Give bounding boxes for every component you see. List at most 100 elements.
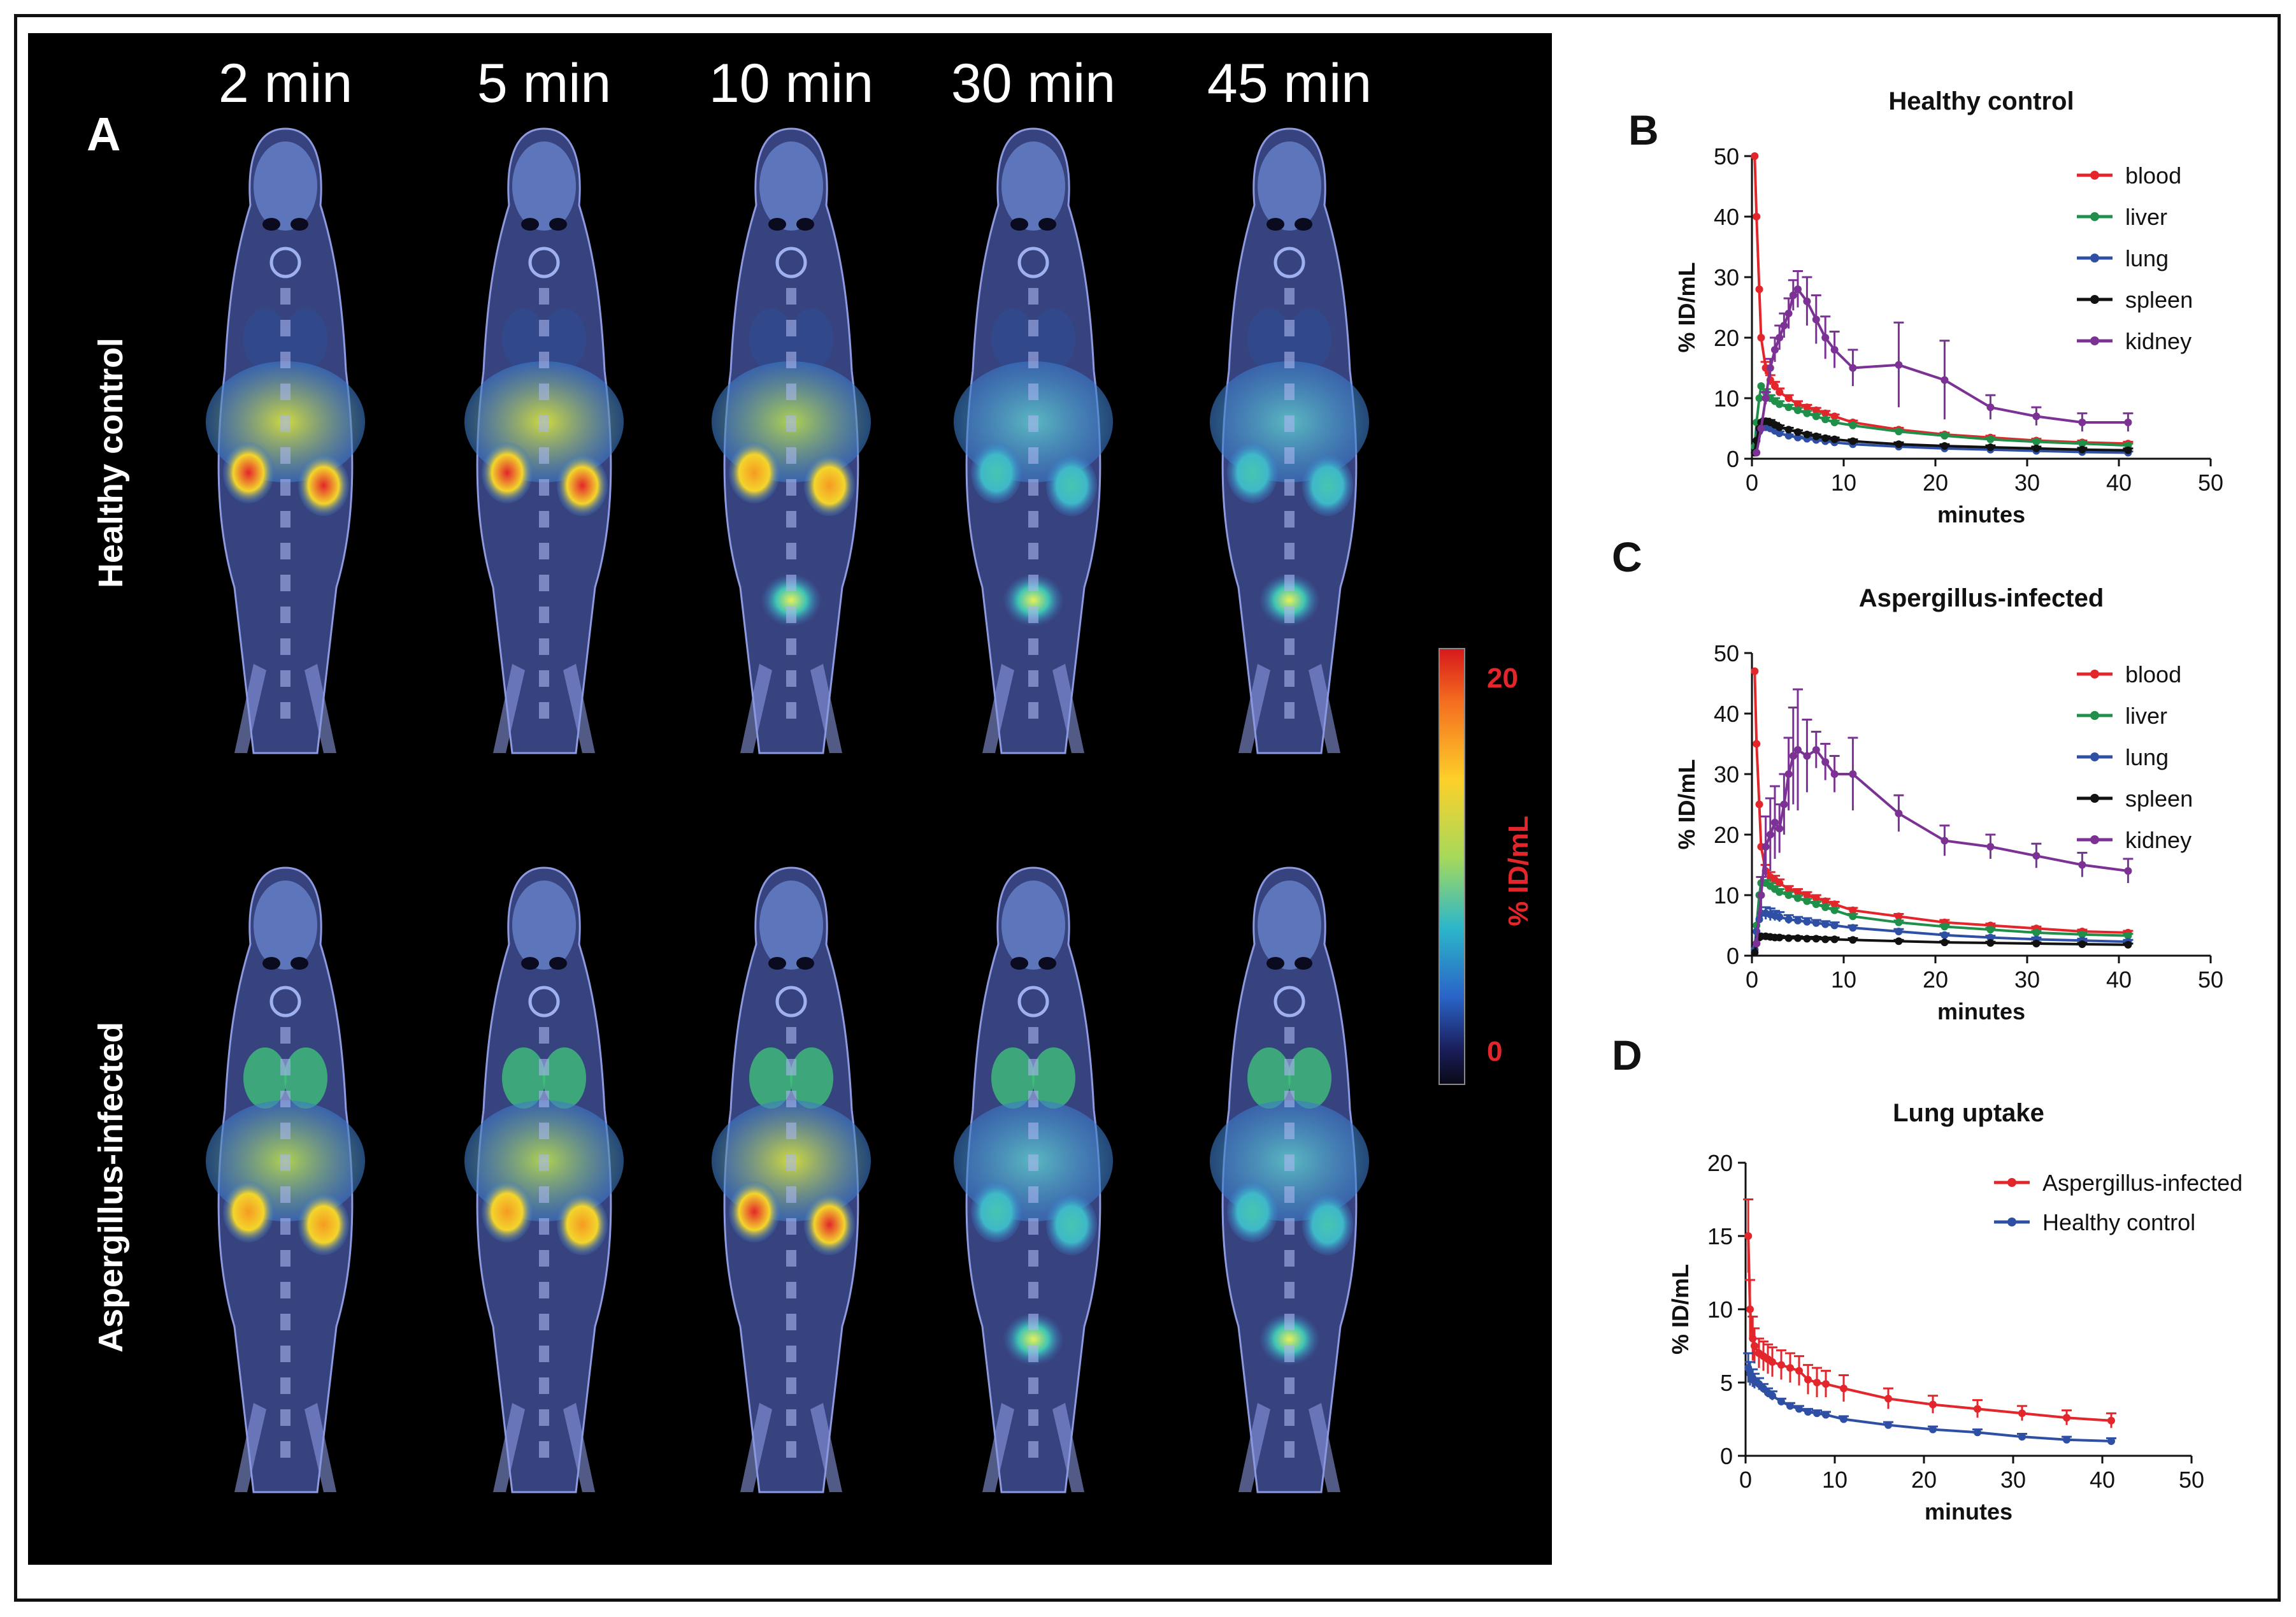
mouse-image (1210, 866, 1369, 1493)
data-point (1821, 334, 1830, 341)
x-tick-label: 0 (1746, 967, 1758, 993)
mouse-image (206, 866, 365, 1493)
data-point (1751, 152, 1759, 160)
legend-marker (2090, 711, 2099, 720)
time-label-2min: 2 min (218, 53, 353, 114)
data-point (1812, 412, 1820, 420)
x-tick-label: 40 (2106, 967, 2132, 993)
data-point (1803, 298, 1811, 305)
y-tick-label: 20 (1714, 325, 1739, 351)
data-point (1895, 809, 1903, 817)
legend-marker (2007, 1178, 2016, 1187)
data-point (1776, 913, 1784, 921)
data-point (1776, 933, 1784, 942)
data-point (2078, 861, 2086, 869)
series-line (1755, 287, 2128, 453)
data-point (1776, 423, 1784, 431)
mouse-image (464, 127, 624, 754)
legend-label: blood (2125, 162, 2181, 189)
y-tick-label: 20 (1714, 822, 1739, 848)
y-axis-label: % ID/mL (1674, 262, 1700, 352)
mouse-image (712, 866, 871, 1493)
x-tick-label: 20 (1911, 1467, 1937, 1493)
data-point (1803, 752, 1811, 760)
data-point (1789, 752, 1797, 760)
row-label-healthy: Healthy control (92, 337, 130, 588)
series-lung (1751, 423, 2134, 457)
y-tick-label: 15 (1707, 1223, 1733, 1249)
series-kidney (1753, 270, 2134, 457)
data-point (1803, 935, 1811, 943)
data-point (1884, 1421, 1892, 1429)
data-point (1830, 412, 1839, 420)
data-point (1986, 403, 1995, 412)
data-point (1784, 885, 1793, 893)
data-point (1769, 1358, 1776, 1366)
data-point (1830, 419, 1839, 426)
x-tick-label: 10 (1831, 470, 1856, 496)
time-label-10min: 10 min (708, 53, 874, 114)
series-spleen (1751, 932, 2134, 957)
data-point (1780, 800, 1788, 808)
data-point (1830, 770, 1839, 778)
x-tick-label: 0 (1746, 470, 1758, 496)
series-line (1753, 671, 2128, 934)
data-point (1803, 409, 1811, 417)
series-line (1755, 748, 2128, 944)
x-tick-label: 40 (2106, 470, 2132, 496)
data-point (1755, 285, 1763, 293)
y-tick-label: 10 (1707, 1297, 1733, 1323)
data-point (2107, 1437, 2115, 1445)
data-point (2107, 1416, 2115, 1425)
colorbar (1439, 648, 1465, 1085)
legend-label: kidney (2125, 827, 2192, 853)
data-point (1986, 939, 1995, 947)
data-point (1941, 837, 1949, 845)
data-point (1974, 1428, 1981, 1437)
data-point (1812, 894, 1820, 902)
data-point (2078, 440, 2086, 448)
data-point (1803, 431, 1811, 438)
x-tick-label: 0 (1739, 1467, 1752, 1493)
data-point (1776, 888, 1784, 896)
legend-marker (2007, 1218, 2016, 1226)
y-tick-label: 40 (1714, 204, 1739, 230)
data-point (1941, 938, 1949, 947)
data-point (1794, 406, 1802, 414)
data-point (1784, 403, 1793, 412)
data-point (2063, 1435, 2070, 1444)
data-point (2032, 438, 2041, 446)
x-tick-label: 50 (2198, 470, 2223, 496)
data-point (1821, 897, 1830, 905)
legend-marker (2090, 752, 2099, 761)
data-point (1777, 1361, 1785, 1369)
data-point (1751, 949, 1759, 957)
data-point (1840, 1415, 1848, 1423)
data-point (1766, 831, 1774, 838)
data-point (1784, 916, 1793, 923)
legend-label: blood (2125, 661, 2181, 687)
data-point (1895, 361, 1903, 369)
data-point (1746, 1305, 1754, 1313)
legend-marker (2090, 835, 2099, 844)
data-point (1812, 900, 1820, 909)
x-tick-label: 40 (2090, 1467, 2115, 1493)
data-point (1776, 879, 1784, 887)
chart-title: Lung uptake (1893, 1099, 2044, 1127)
y-tick-label: 0 (1726, 446, 1739, 472)
data-point (1895, 440, 1903, 449)
legend-marker (2090, 794, 2099, 803)
data-point (1771, 346, 1779, 354)
data-point (1830, 935, 1839, 944)
x-axis-label: minutes (1925, 1498, 2013, 1525)
chart-lung-uptake: Lung uptake 0 5 10 15 20 0 10 20 30 40 50 minutes % I… (1667, 1099, 2242, 1525)
mouse-image (712, 127, 871, 754)
panel-b-letter: B (1628, 106, 1659, 154)
data-point (1794, 916, 1802, 924)
legend-marker (2090, 336, 2099, 345)
legend-marker (2090, 670, 2099, 679)
colorbar-unit-label: % ID/mL (1503, 816, 1534, 926)
y-tick-label: 10 (1714, 385, 1739, 412)
data-point (1941, 923, 1949, 931)
data-point (1941, 431, 1949, 440)
